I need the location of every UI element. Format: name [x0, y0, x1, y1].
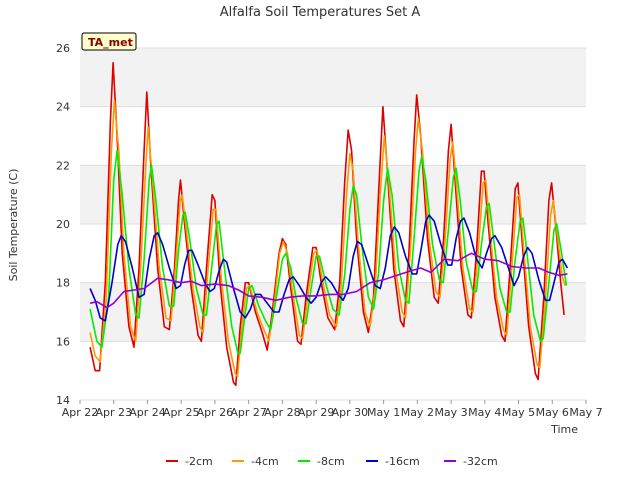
- x-tick-label: May 4: [468, 406, 501, 419]
- x-tick-label: May 5: [502, 406, 535, 419]
- x-tick-label: Apr 27: [230, 406, 267, 419]
- plot-band: [80, 165, 586, 224]
- y-tick-label: 26: [56, 42, 70, 55]
- legend-item: -16cm: [366, 455, 420, 468]
- x-tick-label: May 7: [569, 406, 602, 419]
- series-line-32cm: [89, 252, 568, 309]
- grid-lines: [80, 47, 586, 401]
- y-tick-label: 16: [56, 335, 70, 348]
- legend-item: -8cm: [298, 455, 345, 468]
- y-axis-label: Soil Temperature (C): [7, 169, 20, 282]
- x-tick-label: Apr 24: [129, 406, 166, 419]
- y-tick-label: 18: [56, 277, 70, 290]
- series-line-8cm: [89, 149, 568, 354]
- y-tick-label: 20: [56, 218, 70, 231]
- x-tick-label: May 2: [401, 406, 434, 419]
- y-axis: 14 16 18 20 22 24 26: [56, 42, 70, 407]
- legend-label: -4cm: [251, 455, 279, 468]
- chart-title: Alfalfa Soil Temperatures Set A: [220, 5, 421, 20]
- legend-label: -8cm: [317, 455, 345, 468]
- series-line-2cm: [89, 61, 565, 387]
- x-tick-label: Apr 22: [62, 406, 99, 419]
- x-tick-label: Apr 29: [298, 406, 335, 419]
- legend-label: -16cm: [385, 455, 420, 468]
- x-axis-label: Time: [550, 423, 578, 436]
- x-tick-label: Apr 26: [197, 406, 234, 419]
- legend-item: -4cm: [232, 455, 279, 468]
- x-tick-label: May 1: [367, 406, 400, 419]
- legend: -2cm -4cm -8cm -16cm -32cm: [166, 455, 498, 468]
- legend-item: -2cm: [166, 455, 213, 468]
- annotation-tag: TA_met: [81, 32, 137, 51]
- y-tick-label: 22: [56, 159, 70, 172]
- y-tick-label: 14: [56, 394, 70, 407]
- y-tick-label: 24: [56, 101, 70, 114]
- series-line-16cm: [89, 214, 569, 322]
- plot-band: [80, 48, 586, 107]
- legend-label: -32cm: [463, 455, 498, 468]
- x-tick-label: Apr 30: [332, 406, 369, 419]
- annotation-label: TA_met: [88, 36, 133, 49]
- legend-label: -2cm: [185, 455, 213, 468]
- x-tick-label: Apr 28: [264, 406, 301, 419]
- legend-item: -32cm: [444, 455, 498, 468]
- x-tick-label: May 6: [536, 406, 569, 419]
- series-layer: [89, 61, 569, 387]
- series-line-4cm: [89, 100, 566, 378]
- x-tick-label: Apr 25: [163, 406, 200, 419]
- x-tick-label: May 3: [434, 406, 467, 419]
- x-tick-label: Apr 23: [95, 406, 132, 419]
- annotation-box: [81, 32, 137, 51]
